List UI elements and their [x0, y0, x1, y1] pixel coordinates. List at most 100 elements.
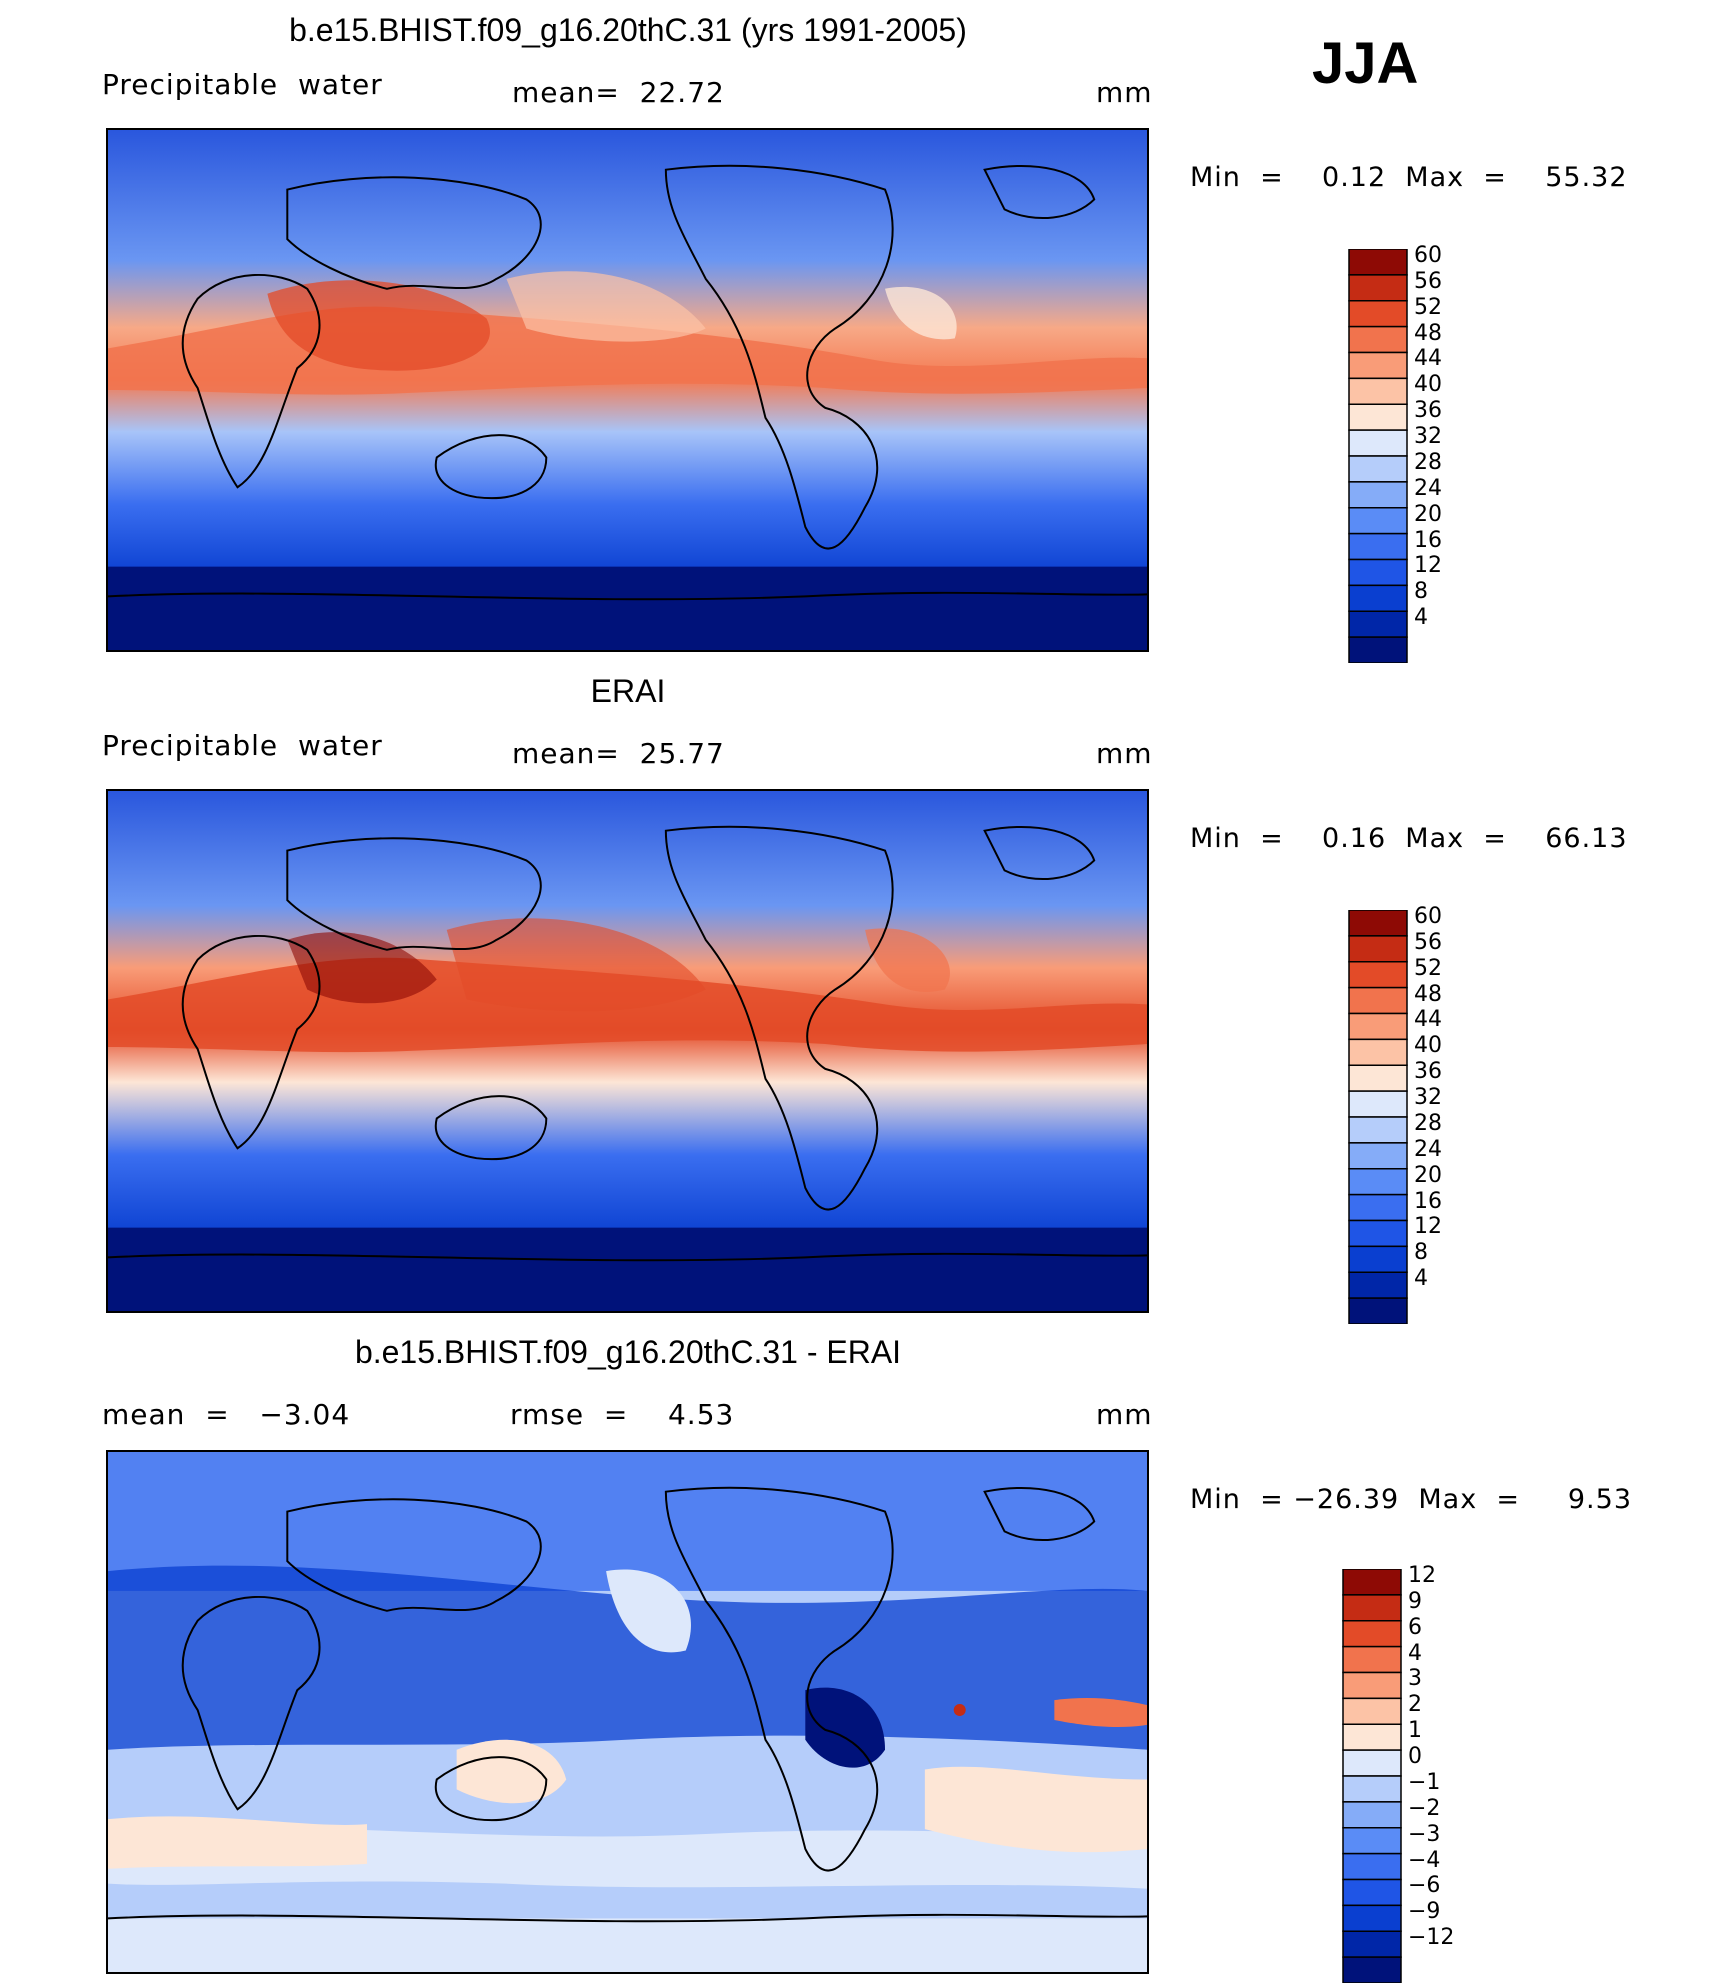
panel-diff-colorbar-swatch [1342, 1645, 1402, 1674]
panel-obs-colorbar-tick-label: 12 [1414, 1214, 1442, 1240]
panel-diff-colorbar-tick-label: −12 [1408, 1925, 1455, 1951]
panel-model-units-label: mm [1096, 76, 1153, 109]
panel-diff-units-label: mm [1096, 1398, 1153, 1431]
panel-model-colorbar-swatch [1348, 351, 1408, 380]
panel-diff-colorbar-tick-label: −4 [1408, 1847, 1441, 1873]
panel-model-colorbar-swatch [1348, 325, 1408, 354]
panel-obs-colorbar-tick-label: 20 [1414, 1162, 1442, 1188]
panel-model-colorbar-tick-label: 28 [1414, 449, 1442, 475]
panel-diff-colorbar-tick-label: −1 [1408, 1769, 1441, 1795]
panel-obs-colorbar-swatch [1348, 1168, 1408, 1196]
panel-model-colorbar-swatch [1348, 584, 1408, 612]
panel-model-colorbar-swatch [1348, 507, 1408, 535]
panel-diff-colorbar [1332, 1550, 1402, 1984]
panel-diff-colorbar-swatch [1342, 1671, 1402, 1700]
panel-model-colorbar-tick-label: 48 [1414, 320, 1442, 346]
panel-diff-colorbar-swatch [1342, 1594, 1402, 1622]
panel-obs-colorbar-swatch [1348, 1219, 1408, 1248]
panel-diff-colorbar-swatch [1342, 1801, 1402, 1829]
panel-model-colorbar-swatch [1348, 481, 1408, 509]
panel-obs-colorbar-swatch [1348, 1271, 1408, 1299]
panel-model-colorbar-swatch [1348, 377, 1408, 405]
panel-obs-colorbar-swatch [1348, 1090, 1408, 1118]
panel-model-colorbar-tick-label: 60 [1414, 242, 1442, 268]
panel-obs-colorbar-tick-label: 24 [1414, 1136, 1442, 1162]
panel-obs-colorbar-tick-label: 56 [1414, 929, 1442, 955]
panel-model-colorbar-tick-label: 44 [1414, 346, 1442, 372]
panel-obs-colorbar-tick-label: 8 [1414, 1240, 1428, 1266]
panel-obs-colorbar-tick-label: 28 [1414, 1110, 1442, 1136]
panel-obs-colorbar-swatches [1348, 909, 1408, 1325]
panel-diff-colorbar-tick-label: −9 [1408, 1899, 1441, 1925]
panel-obs-colorbar-tick-label: 16 [1414, 1188, 1442, 1214]
panel-model-colorbar-swatch [1348, 558, 1408, 587]
panel-obs-colorbar-tick-label: 52 [1414, 955, 1442, 981]
panel-obs-colorbar-tick-label: 4 [1414, 1266, 1428, 1292]
panel-obs-colorbar-tick-label: 40 [1414, 1033, 1442, 1059]
panel-model-colorbar-swatch [1348, 274, 1408, 302]
panel-diff-colorbar-tick-label: −2 [1408, 1795, 1441, 1821]
panel-diff-mean-label: mean = −3.04 [102, 1398, 351, 1431]
panel-diff-colorbar-swatch [1342, 1749, 1402, 1777]
panel-diff-colorbar-swatches [1342, 1568, 1402, 1984]
panel-diff-colorbar-tick-label: 9 [1408, 1588, 1422, 1614]
panel-model-colorbar-swatch [1348, 532, 1408, 561]
panel-diff-colorbar-tick-label: 3 [1408, 1666, 1422, 1692]
panel-model-colorbar-tick-label: 56 [1414, 268, 1442, 294]
panel-diff-title: b.e15.BHIST.f09_g16.20thC.31 - ERAI [354, 1334, 902, 1370]
panel-model-title: b.e15.BHIST.f09_g16.20thC.31 (yrs 1991-2… [289, 12, 967, 48]
panel-diff-colorbar-labels: 12 9 6 4 3 2 1 0 −1 −2 −3 −4 −6 −9 −12 [1408, 1550, 1478, 1964]
panel-obs-colorbar-tick-label: 60 [1414, 903, 1442, 929]
panel-model-colorbar-tick-label: 20 [1414, 501, 1442, 527]
panel-obs-colorbar-swatch [1348, 1245, 1408, 1273]
panel-obs-minmax-label: Min = 0.16 Max = 66.13 [1190, 823, 1628, 854]
panel-diff-colorbar-swatch [1342, 1827, 1402, 1855]
panel-obs-colorbar-tick-label: 44 [1414, 1007, 1442, 1033]
panel-obs-colorbar-tick-label: 36 [1414, 1059, 1442, 1085]
panel-model-colorbar-tick-label: 24 [1414, 475, 1442, 501]
obs-precipitable-water-map [108, 791, 1147, 1311]
season-label: JJA [1312, 31, 1419, 96]
panel-model-colorbar-swatch [1348, 429, 1408, 457]
panel-model-colorbar-tick-label: 16 [1414, 527, 1442, 553]
panel-model-mean-label: mean= 22.72 [512, 76, 725, 109]
panel-obs-colorbar-swatch [1348, 1064, 1408, 1092]
panel-model-colorbar-swatch [1348, 248, 1408, 276]
panel-obs-colorbar-swatch [1348, 1038, 1408, 1066]
panel-model-colorbar [1338, 230, 1408, 664]
panel-diff-colorbar-tick-label: −3 [1408, 1821, 1441, 1847]
panel-obs-units-label: mm [1096, 737, 1153, 770]
panel-obs-colorbar-swatch [1348, 961, 1408, 989]
panel-obs-colorbar-swatch [1348, 909, 1408, 937]
panel-diff-colorbar-swatch [1342, 1775, 1402, 1803]
panel-model-colorbar-swatch [1348, 455, 1408, 483]
panel-diff-colorbar-tick-label: 0 [1408, 1744, 1422, 1769]
panel-diff-colorbar-swatch [1342, 1930, 1402, 1958]
panel-model-variable-label: Precipitable water [102, 68, 383, 101]
panel-diff-rmse-label: rmse = 4.53 [510, 1398, 735, 1431]
panel-model-colorbar-tick-label: 52 [1414, 294, 1442, 320]
panel-model-map [106, 128, 1149, 652]
panel-diff-colorbar-tick-label: −6 [1408, 1873, 1441, 1899]
panel-diff-colorbar-tick-label: 4 [1408, 1640, 1422, 1666]
panel-obs-colorbar-swatch [1348, 1297, 1408, 1325]
difference-map [108, 1452, 1147, 1972]
panel-diff-colorbar-swatch [1342, 1620, 1402, 1648]
panel-diff-colorbar-swatch [1342, 1697, 1402, 1725]
panel-model-colorbar-swatch [1348, 636, 1408, 664]
panel-diff-colorbar-tick-label: 1 [1408, 1718, 1422, 1744]
panel-diff-colorbar-tick-label: 2 [1408, 1692, 1422, 1718]
panel-model-colorbar-tick-label: 40 [1414, 372, 1442, 398]
panel-model-colorbar-tick-label: 32 [1414, 424, 1442, 449]
panel-diff-colorbar-swatch [1342, 1568, 1402, 1596]
panel-obs-map [106, 789, 1149, 1313]
panel-obs-colorbar-tick-label: 48 [1414, 981, 1442, 1007]
panel-model-colorbar-swatch [1348, 300, 1408, 328]
panel-obs-colorbar-swatch [1348, 986, 1408, 1015]
panel-obs-colorbar-swatch [1348, 935, 1408, 963]
panel-model-colorbar-swatch [1348, 610, 1408, 638]
panel-obs-colorbar-labels: 60 56 52 48 44 40 36 32 28 24 20 16 12 8 4 [1414, 891, 1474, 1305]
panel-diff-colorbar-swatch [1342, 1878, 1402, 1907]
panel-model-minmax-label: Min = 0.12 Max = 55.32 [1190, 162, 1628, 193]
panel-model-colorbar-swatches [1348, 248, 1408, 664]
